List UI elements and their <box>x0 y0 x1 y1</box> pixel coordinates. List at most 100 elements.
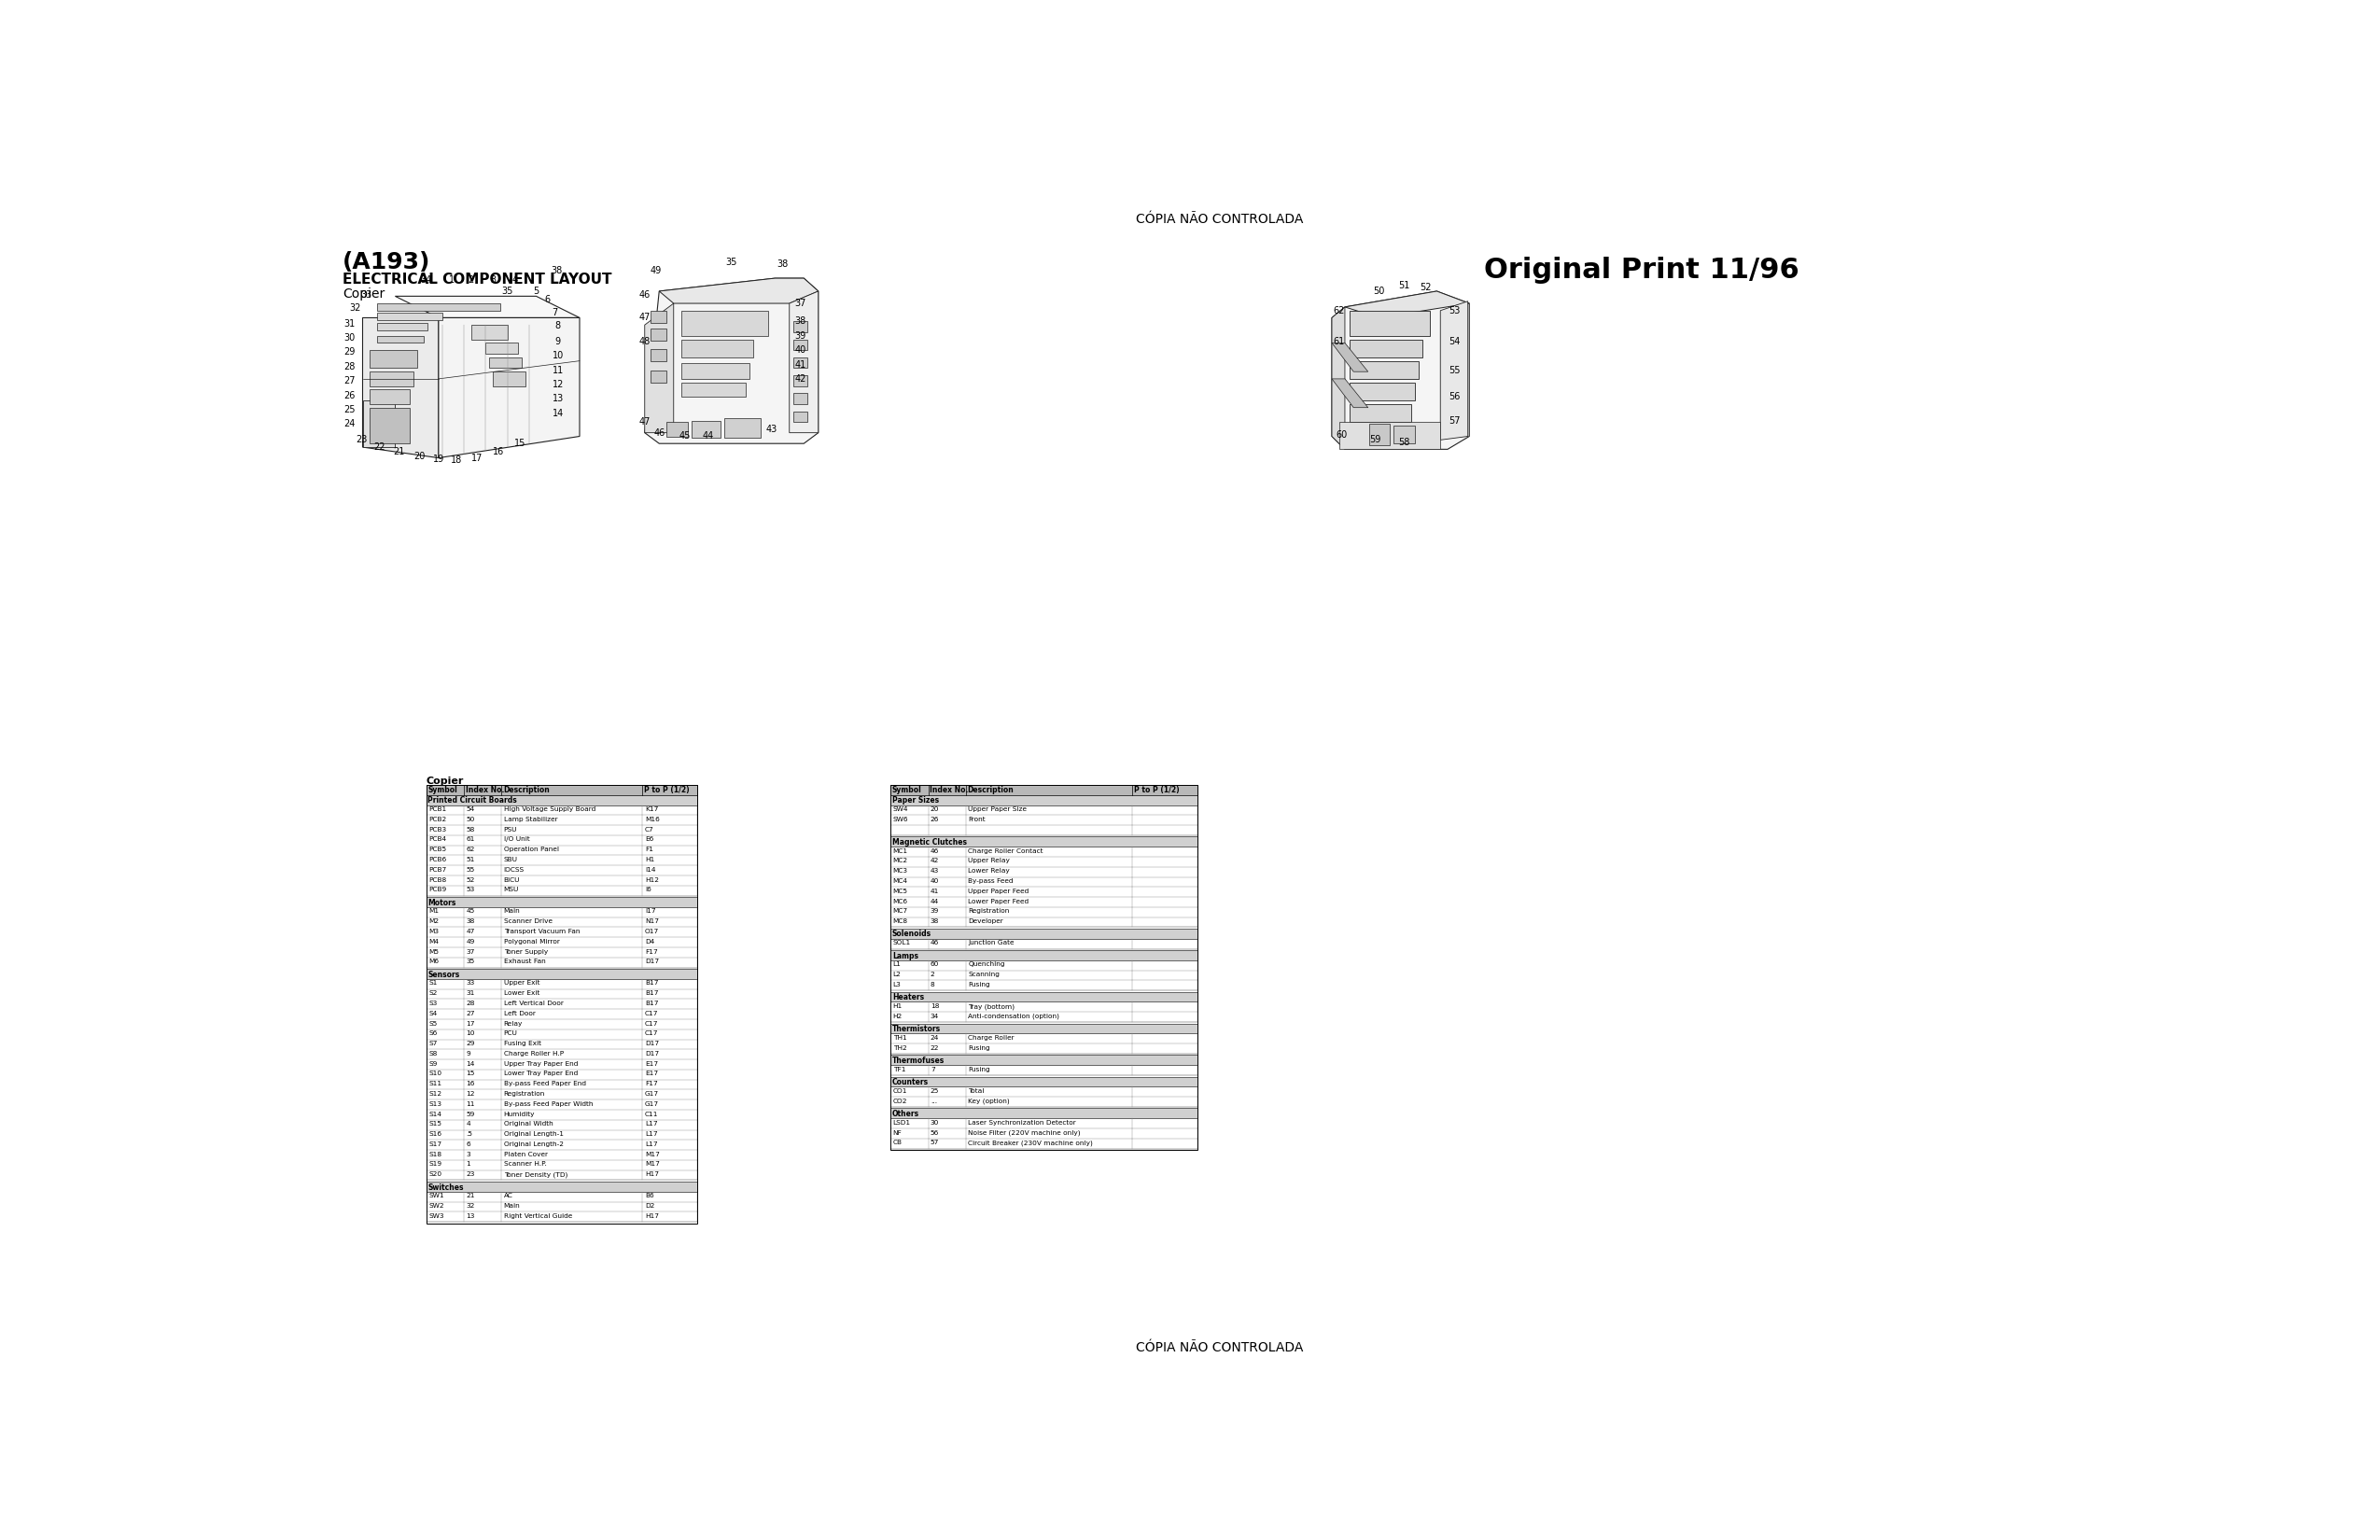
Text: 17: 17 <box>466 1021 476 1026</box>
Text: SW6: SW6 <box>892 816 909 822</box>
Text: S13: S13 <box>428 1101 440 1107</box>
Text: 6: 6 <box>466 1141 471 1147</box>
Polygon shape <box>369 390 409 403</box>
Text: E6: E6 <box>645 836 655 842</box>
Polygon shape <box>362 317 438 457</box>
Text: S7: S7 <box>428 1041 438 1046</box>
Text: Relay: Relay <box>505 1021 524 1026</box>
Text: Fusing: Fusing <box>969 1046 990 1050</box>
Text: 41: 41 <box>931 889 940 895</box>
Text: M6: M6 <box>428 959 438 964</box>
Text: S8: S8 <box>428 1050 438 1056</box>
Text: Description: Description <box>502 787 550 795</box>
Text: S15: S15 <box>428 1121 440 1127</box>
Text: B17: B17 <box>645 990 659 996</box>
Text: 24: 24 <box>931 1035 940 1041</box>
Text: 21: 21 <box>466 1194 476 1198</box>
Text: 54: 54 <box>1449 337 1461 347</box>
Text: MSU: MSU <box>505 887 519 893</box>
Text: 58: 58 <box>466 827 474 832</box>
Polygon shape <box>1333 291 1468 450</box>
Polygon shape <box>1440 302 1468 440</box>
Text: I6: I6 <box>645 887 652 893</box>
Polygon shape <box>493 371 526 387</box>
Text: 40: 40 <box>931 878 940 884</box>
Text: 53: 53 <box>466 887 474 893</box>
Bar <box>426 1120 697 1130</box>
Text: G17: G17 <box>645 1090 659 1096</box>
Text: Description: Description <box>966 787 1014 795</box>
Text: Magnetic Clutches: Magnetic Clutches <box>892 838 966 847</box>
Text: Charge Roller: Charge Roller <box>969 1035 1014 1041</box>
Text: Copier: Copier <box>426 776 464 785</box>
Bar <box>426 896 697 907</box>
Text: By-pass Feed Paper End: By-pass Feed Paper End <box>505 1081 585 1087</box>
Text: 12: 12 <box>466 1090 476 1096</box>
Text: 44: 44 <box>702 431 714 440</box>
Text: Index No.: Index No. <box>466 787 505 795</box>
Text: S14: S14 <box>428 1112 440 1116</box>
Text: Total: Total <box>969 1089 985 1093</box>
Text: 35: 35 <box>502 286 514 296</box>
Text: 11: 11 <box>552 365 564 374</box>
Bar <box>890 785 1197 795</box>
Text: 8: 8 <box>555 320 562 330</box>
Text: 47: 47 <box>638 417 650 427</box>
Text: 57: 57 <box>931 1140 940 1146</box>
Bar <box>426 885 697 896</box>
Text: Thermofuses: Thermofuses <box>892 1056 945 1066</box>
Bar <box>426 805 697 815</box>
Text: 45: 45 <box>466 909 474 915</box>
Bar <box>426 785 697 1223</box>
Text: 52: 52 <box>1421 283 1433 293</box>
Text: E17: E17 <box>645 1061 657 1067</box>
Polygon shape <box>645 303 674 433</box>
Text: S4: S4 <box>428 1010 438 1016</box>
Text: 35: 35 <box>726 257 738 266</box>
Polygon shape <box>1349 382 1416 400</box>
Text: F17: F17 <box>645 949 657 955</box>
Text: CÓPIA NÃO CONTROLADA: CÓPIA NÃO CONTROLADA <box>1135 213 1304 226</box>
Text: 4: 4 <box>512 276 516 285</box>
Bar <box>890 815 1197 825</box>
Text: 38: 38 <box>466 918 474 924</box>
Text: PCB4: PCB4 <box>428 836 447 842</box>
Text: Anti-condensation (option): Anti-condensation (option) <box>969 1013 1059 1019</box>
Bar <box>890 1012 1197 1023</box>
Text: 47: 47 <box>466 929 474 935</box>
Text: 31: 31 <box>466 990 474 996</box>
Text: Right Vertical Guide: Right Vertical Guide <box>505 1214 571 1218</box>
Text: LSD1: LSD1 <box>892 1120 912 1126</box>
Bar <box>426 958 697 967</box>
Bar <box>426 785 697 795</box>
Text: N17: N17 <box>645 918 659 924</box>
Text: Index No.: Index No. <box>931 787 969 795</box>
Text: PCB5: PCB5 <box>428 847 447 852</box>
Text: 17: 17 <box>471 453 483 462</box>
Text: SW2: SW2 <box>428 1203 445 1209</box>
Polygon shape <box>1349 339 1423 357</box>
Polygon shape <box>362 400 395 447</box>
Text: 52: 52 <box>466 876 474 882</box>
Bar <box>890 918 1197 927</box>
Text: 20: 20 <box>931 807 940 812</box>
Polygon shape <box>681 339 752 357</box>
Text: MC2: MC2 <box>892 858 907 864</box>
Text: S20: S20 <box>428 1172 443 1177</box>
Bar <box>426 927 697 938</box>
Bar <box>890 950 1197 961</box>
Text: 61: 61 <box>1333 337 1345 347</box>
Text: 4: 4 <box>466 1121 471 1127</box>
Bar <box>426 1130 697 1140</box>
Text: K17: K17 <box>645 807 659 812</box>
Text: Left Door: Left Door <box>505 1010 536 1016</box>
Text: D4: D4 <box>645 939 655 944</box>
Text: Toner Supply: Toner Supply <box>505 949 547 955</box>
Text: 62: 62 <box>466 847 474 852</box>
Bar <box>426 938 697 947</box>
Text: 38: 38 <box>931 918 940 924</box>
Bar <box>426 875 697 885</box>
Text: I/O Unit: I/O Unit <box>505 836 528 842</box>
Polygon shape <box>1349 311 1430 336</box>
Polygon shape <box>650 328 666 340</box>
